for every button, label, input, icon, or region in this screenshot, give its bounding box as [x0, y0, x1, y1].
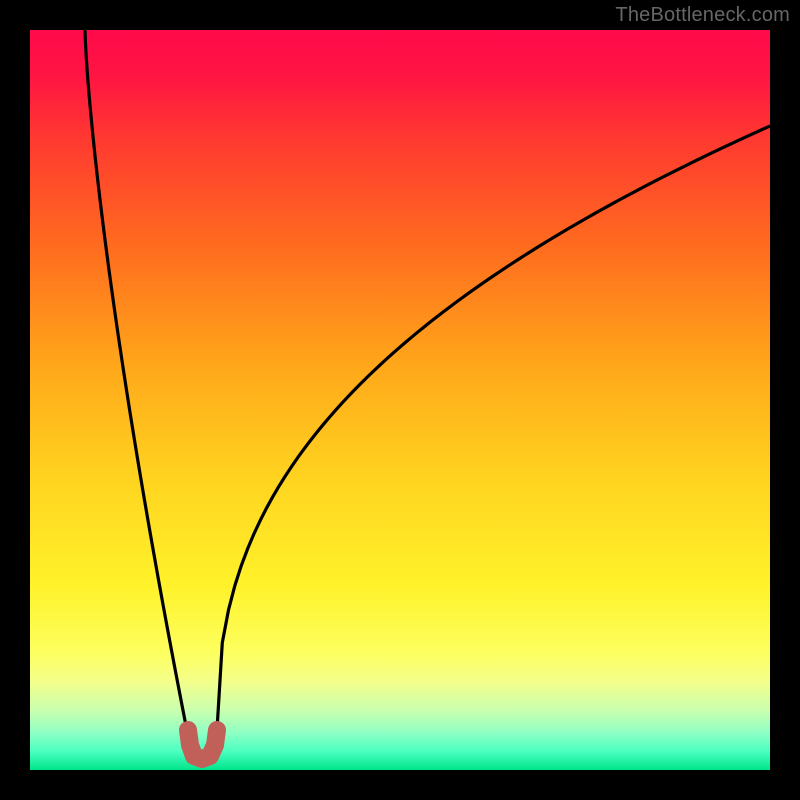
- chart-container: TheBottleneck.com: [0, 0, 800, 800]
- watermark-text: TheBottleneck.com: [615, 4, 790, 27]
- gradient-background: [30, 30, 770, 770]
- bottleneck-chart: [30, 30, 770, 770]
- plot-area: [30, 30, 770, 770]
